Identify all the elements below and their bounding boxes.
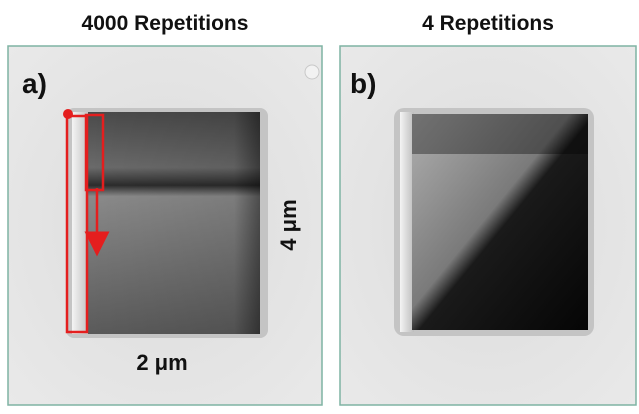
start-dot (63, 109, 73, 119)
panel-label: b) (350, 68, 376, 99)
scale-label: 4 μm (276, 199, 301, 250)
scale-label: 2 μm (136, 350, 187, 375)
pit-shade (412, 114, 588, 154)
panel-title: 4 Repetitions (422, 12, 554, 35)
panel-b: 4 Repetitions b) (340, 12, 636, 405)
page: 4000 Repetitions a) 2 μm 4 μm 4 Repetiti… (0, 0, 639, 409)
pit-shade (88, 112, 260, 334)
figure: 4000 Repetitions a) 2 μm 4 μm 4 Repetiti… (0, 0, 639, 409)
panel-a: 4000 Repetitions a) 2 μm 4 μm (8, 12, 322, 405)
panel-label: a) (22, 68, 47, 99)
debris (305, 65, 319, 79)
panel-title: 4000 Repetitions (82, 12, 249, 35)
pit-wall (400, 112, 414, 332)
